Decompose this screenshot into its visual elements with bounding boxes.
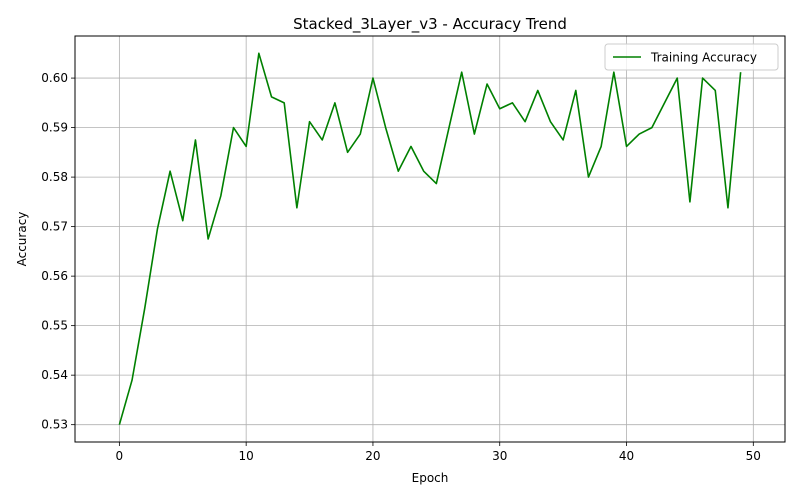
y-tick-label: 0.59 bbox=[41, 121, 68, 135]
y-tick-label: 0.57 bbox=[41, 220, 68, 234]
x-tick-label: 0 bbox=[116, 449, 124, 463]
data-point bbox=[663, 102, 665, 104]
data-point bbox=[232, 126, 234, 128]
data-point bbox=[346, 151, 348, 153]
y-tick-label: 0.54 bbox=[41, 368, 68, 382]
data-point bbox=[638, 133, 640, 135]
data-point bbox=[283, 102, 285, 104]
x-tick-label: 10 bbox=[239, 449, 254, 463]
data-point bbox=[372, 77, 374, 79]
data-point bbox=[625, 145, 627, 147]
data-point bbox=[220, 195, 222, 197]
x-axis-ticks: 0 10 20 30 40 50 bbox=[116, 442, 761, 463]
data-point bbox=[499, 108, 501, 110]
data-point bbox=[613, 71, 615, 73]
y-tick-label: 0.60 bbox=[41, 71, 68, 85]
data-point bbox=[486, 83, 488, 85]
data-point bbox=[537, 89, 539, 91]
data-point bbox=[207, 238, 209, 240]
data-point bbox=[321, 139, 323, 141]
y-tick-label: 0.56 bbox=[41, 269, 68, 283]
data-point bbox=[144, 307, 146, 309]
data-point bbox=[410, 145, 412, 147]
y-tick-label: 0.55 bbox=[41, 319, 68, 333]
x-tick-label: 20 bbox=[365, 449, 380, 463]
data-point bbox=[651, 126, 653, 128]
data-point bbox=[714, 89, 716, 91]
data-point bbox=[334, 102, 336, 104]
plot-frame bbox=[74, 35, 786, 443]
legend-box bbox=[604, 43, 779, 71]
y-axis-label: Accuracy bbox=[15, 212, 29, 267]
data-point bbox=[511, 102, 513, 104]
x-tick-label: 50 bbox=[746, 449, 761, 463]
data-point bbox=[689, 201, 691, 203]
data-point bbox=[435, 182, 437, 184]
data-point bbox=[549, 120, 551, 122]
series-layer bbox=[118, 52, 742, 425]
data-point bbox=[384, 126, 386, 128]
data-point bbox=[701, 77, 703, 79]
data-point bbox=[397, 170, 399, 172]
data-point bbox=[600, 145, 602, 147]
x-tick-label: 40 bbox=[619, 449, 634, 463]
data-point bbox=[422, 170, 424, 172]
data-point bbox=[739, 71, 741, 73]
data-point bbox=[727, 207, 729, 209]
data-point bbox=[359, 133, 361, 135]
chart-title: Stacked_3Layer_v3 - Accuracy Trend bbox=[293, 15, 567, 34]
data-point bbox=[676, 77, 678, 79]
grid-lines bbox=[75, 36, 785, 442]
x-axis-label: Epoch bbox=[412, 471, 449, 485]
legend: Training Accuracy bbox=[604, 43, 779, 71]
data-point bbox=[156, 228, 158, 230]
data-point bbox=[308, 120, 310, 122]
y-tick-label: 0.58 bbox=[41, 170, 68, 184]
data-point bbox=[473, 133, 475, 135]
data-point bbox=[460, 71, 462, 73]
series-line-training-accuracy bbox=[118, 52, 742, 425]
data-point bbox=[182, 219, 184, 221]
data-point bbox=[587, 176, 589, 178]
y-axis-ticks: 0.53 0.54 0.55 0.56 0.57 0.58 0.59 0.60 bbox=[41, 71, 75, 432]
data-point bbox=[169, 170, 171, 172]
data-point bbox=[296, 207, 298, 209]
x-tick-label: 30 bbox=[492, 449, 507, 463]
legend-label: Training Accuracy bbox=[650, 51, 757, 65]
y-tick-label: 0.53 bbox=[41, 418, 68, 432]
data-point bbox=[524, 120, 526, 122]
data-point bbox=[270, 96, 272, 98]
data-point bbox=[194, 139, 196, 141]
data-point bbox=[131, 379, 133, 381]
data-point bbox=[118, 423, 120, 425]
data-point bbox=[258, 52, 260, 54]
data-point bbox=[245, 145, 247, 147]
data-point bbox=[448, 126, 450, 128]
data-point bbox=[562, 139, 564, 141]
data-point bbox=[575, 89, 577, 91]
